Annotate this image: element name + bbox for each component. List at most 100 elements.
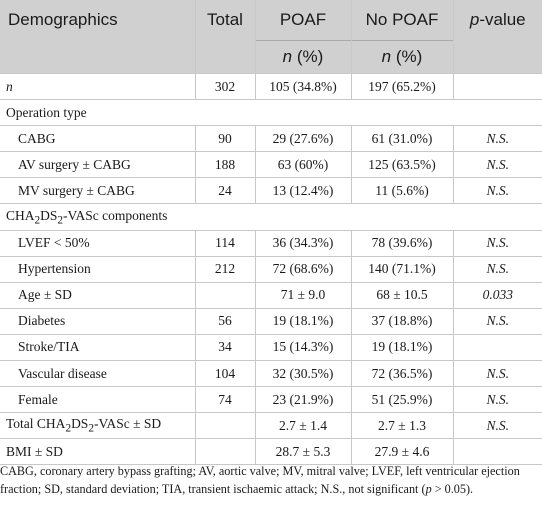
cell-no-poaf: 197 (65.2%) (350, 73, 453, 101)
row-label: Age ± SD (0, 282, 195, 309)
cell-total: 212 (194, 256, 255, 283)
cell-p-value: N.S. (452, 151, 542, 179)
cell-no-poaf: 19 (18.1%) (350, 334, 453, 362)
table-row: Diabetes 56 19 (18.1%) 37 (18.8%) N.S. (0, 308, 542, 335)
header-blank-2 (194, 40, 255, 74)
table-row: Female 74 23 (21.9%) 51 (25.9%) N.S. (0, 386, 542, 414)
footnote-text: CABG, coronary artery bypass grafting; A… (0, 464, 520, 496)
cell-total: 56 (194, 308, 255, 335)
row-label: Diabetes (0, 308, 195, 335)
cell-poaf: 32 (30.5%) (254, 360, 351, 388)
cell-p-value (452, 334, 542, 362)
cell-no-poaf: 11 (5.6%) (350, 177, 453, 205)
cell-poaf: 63 (60%) (254, 151, 351, 179)
cell-no-poaf: 37 (18.8%) (350, 308, 453, 335)
cell-total: 24 (194, 177, 255, 205)
p-symbol: p (425, 482, 432, 496)
subheader-poaf-n-pct: n (%) (254, 40, 351, 74)
cell-total: 74 (194, 386, 255, 414)
cell-total: 34 (194, 334, 255, 362)
cell-p-value: 0.033 (452, 282, 542, 309)
cell-total (194, 282, 255, 309)
cell-poaf: 29 (27.6%) (254, 125, 351, 153)
cell-poaf: 23 (21.9%) (254, 386, 351, 414)
cell-poaf: 15 (14.3%) (254, 334, 351, 362)
subscript-2: 2 (34, 214, 41, 227)
cell-no-poaf: 140 (71.1%) (350, 256, 453, 283)
table-row: Stroke/TIA 34 15 (14.3%) 19 (18.1%) (0, 334, 542, 362)
cell-no-poaf: 72 (36.5%) (350, 360, 453, 388)
table-row-total-cha2ds2-vasc: Total CHA2DS2-VASc ± SD 2.7 ± 1.4 2.7 ± … (0, 412, 542, 440)
col-header-no-poaf: No POAF (350, 0, 453, 41)
ds-text: DS (40, 207, 58, 223)
row-label: Stroke/TIA (0, 334, 195, 362)
table-row-bmi: BMI ± SD 28.7 ± 5.3 27.9 ± 4.6 (0, 438, 542, 466)
row-label: n (0, 73, 195, 101)
col-header-p-value: p-value (452, 0, 542, 41)
section-title: Operation type (0, 99, 542, 127)
cell-poaf: 2.7 ± 1.4 (254, 412, 351, 440)
cell-no-poaf: 27.9 ± 4.6 (350, 438, 453, 466)
cell-total (194, 438, 255, 466)
table-footnote: CABG, coronary artery bypass grafting; A… (0, 462, 540, 498)
cell-poaf: 19 (18.1%) (254, 308, 351, 335)
row-label: MV surgery ± CABG (0, 177, 195, 205)
demographics-table: Demographics Total POAF No POAF p-value … (0, 0, 542, 466)
cell-p-value (452, 438, 542, 466)
cha-text: CHA (6, 207, 35, 223)
cell-poaf: 13 (12.4%) (254, 177, 351, 205)
cell-p-value: N.S. (452, 125, 542, 153)
total-cha-text: Total CHA (6, 416, 66, 432)
cell-total: 90 (194, 125, 255, 153)
cell-no-poaf: 2.7 ± 1.3 (350, 412, 453, 440)
cell-no-poaf: 61 (31.0%) (350, 125, 453, 153)
vasc-sd-text: -VASc ± SD (93, 416, 162, 432)
cell-total: 302 (194, 73, 255, 101)
cell-poaf: 105 (34.8%) (254, 73, 351, 101)
cell-total (194, 412, 255, 440)
header-blank-1 (0, 40, 195, 74)
row-label: Vascular disease (0, 360, 195, 388)
subscript-2: 2 (57, 214, 64, 227)
table-row: Hypertension 212 72 (68.6%) 140 (71.1%) … (0, 256, 542, 283)
col-header-poaf: POAF (254, 0, 351, 41)
cell-p-value: N.S. (452, 386, 542, 414)
cell-p-value: N.S. (452, 177, 542, 205)
cell-total: 114 (194, 230, 255, 257)
table-row: MV surgery ± CABG 24 13 (12.4%) 11 (5.6%… (0, 177, 542, 205)
header-row-1: Demographics Total POAF No POAF p-value (0, 0, 542, 41)
cell-poaf: 71 ± 9.0 (254, 282, 351, 309)
subscript-2: 2 (88, 423, 94, 436)
row-label: AV surgery ± CABG (0, 151, 195, 179)
table-row-n: n 302 105 (34.8%) 197 (65.2%) (0, 73, 542, 101)
subheader-no-poaf-n-pct: n (%) (350, 40, 453, 74)
n-symbol: n (381, 47, 392, 66)
cell-p-value: N.S. (452, 256, 542, 283)
pct-label: (%) (391, 47, 423, 66)
cell-poaf: 72 (68.6%) (254, 256, 351, 283)
cell-total: 188 (194, 151, 255, 179)
row-label: CABG (0, 125, 195, 153)
p-value-suffix: -value (479, 10, 526, 30)
col-header-total: Total (194, 0, 255, 41)
cell-p-value: N.S. (452, 230, 542, 257)
section-row-cha2ds2-vasc: CHA2DS2-VASc components (0, 203, 542, 231)
table-row: LVEF < 50% 114 36 (34.3%) 78 (39.6%) N.S… (0, 230, 542, 257)
table-row: CABG 90 29 (27.6%) 61 (31.0%) N.S. (0, 125, 542, 153)
row-label: Total CHA2DS2-VASc ± SD (0, 412, 195, 440)
cell-no-poaf: 125 (63.5%) (350, 151, 453, 179)
row-label: Female (0, 386, 195, 414)
row-label: BMI ± SD (0, 438, 195, 466)
ds-text: DS (71, 416, 89, 432)
cell-no-poaf: 51 (25.9%) (350, 386, 453, 414)
cell-p-value (452, 73, 542, 101)
cell-no-poaf: 78 (39.6%) (350, 230, 453, 257)
table-row: AV surgery ± CABG 188 63 (60%) 125 (63.5… (0, 151, 542, 179)
row-label: Hypertension (0, 256, 195, 283)
p-symbol: p (469, 10, 480, 30)
header-row-2: n (%) n (%) (0, 40, 542, 74)
section-title: CHA2DS2-VASc components (0, 203, 542, 231)
cell-p-value: N.S. (452, 308, 542, 335)
header-blank-5 (452, 40, 542, 74)
cell-no-poaf: 68 ± 10.5 (350, 282, 453, 309)
